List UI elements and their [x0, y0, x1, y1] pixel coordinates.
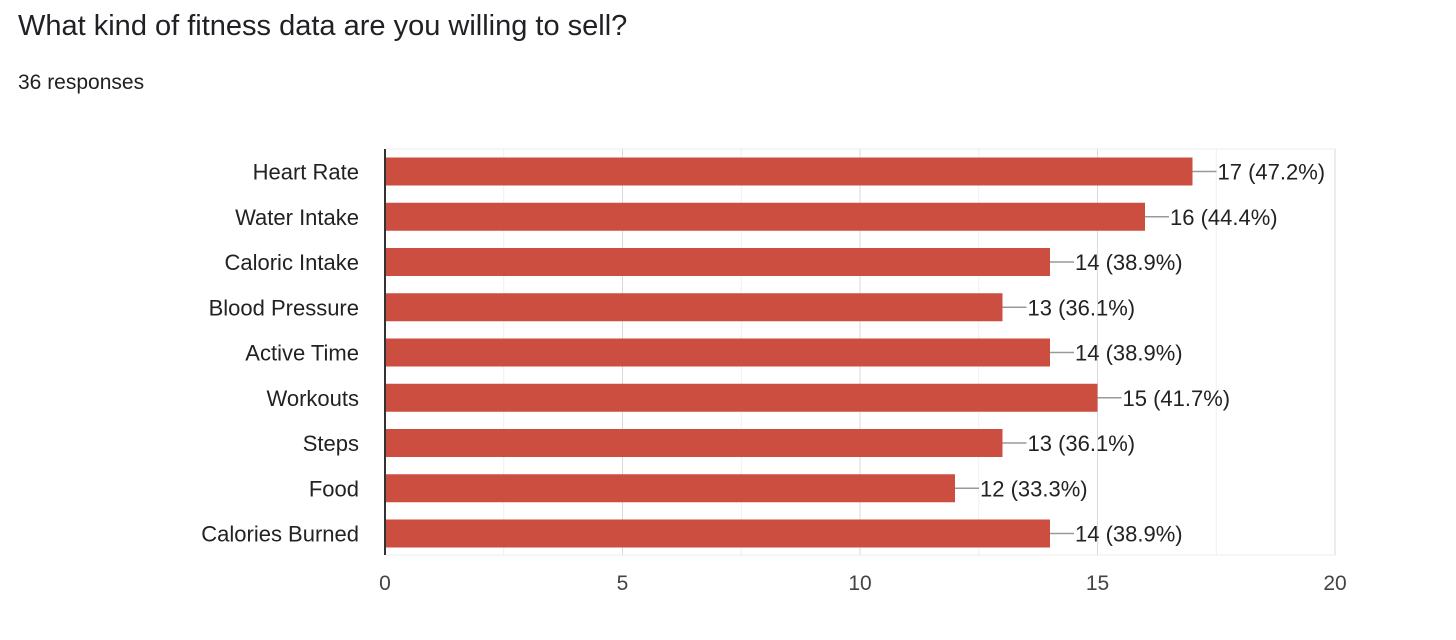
bar: [385, 157, 1193, 186]
x-tick-label: 20: [1323, 572, 1346, 595]
category-label: Workouts: [266, 386, 359, 411]
category-label: Calories Burned: [201, 522, 359, 547]
x-tick-label: 15: [1086, 572, 1109, 595]
category-label: Water Intake: [235, 205, 359, 230]
category-label: Blood Pressure: [209, 295, 359, 320]
value-label: 13 (36.1%): [1028, 295, 1136, 320]
category-label: Food: [309, 476, 359, 501]
category-label: Heart Rate: [253, 160, 359, 185]
category-label: Steps: [303, 431, 359, 456]
bar: [385, 519, 1050, 548]
category-label: Active Time: [245, 341, 359, 366]
value-label: 14 (38.9%): [1075, 250, 1183, 275]
value-label: 14 (38.9%): [1075, 522, 1183, 547]
bars: [385, 157, 1193, 548]
value-label: 13 (36.1%): [1028, 431, 1136, 456]
value-label: 12 (33.3%): [980, 476, 1088, 501]
value-label: 16 (44.4%): [1170, 205, 1278, 230]
bar: [385, 429, 1003, 457]
chart-title: What kind of fitness data are you willin…: [18, 10, 628, 42]
x-tick-label: 0: [379, 572, 391, 595]
bar: [385, 383, 1098, 412]
bar: [385, 248, 1050, 276]
value-label: 14 (38.9%): [1075, 341, 1183, 366]
value-label: 17 (47.2%): [1218, 160, 1326, 185]
labels: 17 (47.2%) Heart Rate 16 (44.4%) Water Inta…: [201, 160, 1346, 596]
category-label: Caloric Intake: [224, 250, 359, 275]
bar: [385, 293, 1003, 322]
response-count: 36 responses: [18, 71, 145, 94]
bar: [385, 338, 1050, 367]
x-tick-label: 5: [617, 572, 629, 595]
value-label: 15 (41.7%): [1123, 386, 1231, 411]
bar: [385, 202, 1145, 231]
bar: [385, 474, 955, 503]
x-tick-label: 10: [848, 572, 871, 595]
